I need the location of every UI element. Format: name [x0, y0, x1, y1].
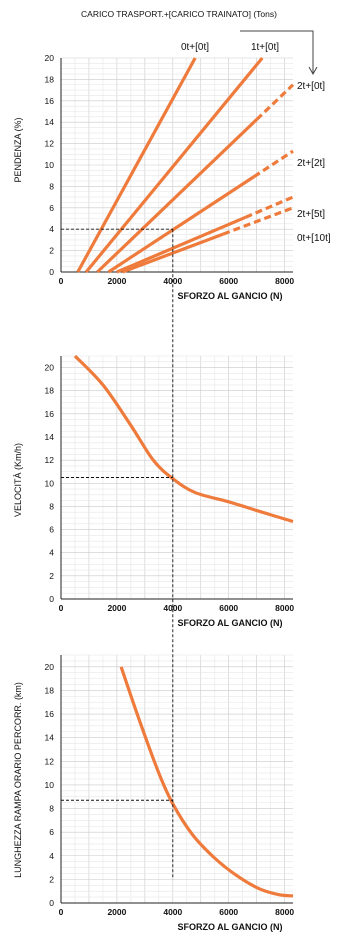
series-line-dashed [244, 195, 294, 219]
y-tick-label: 8 [49, 501, 54, 511]
y-tick-label: 10 [45, 478, 55, 488]
y-tick-label: 4 [49, 851, 54, 861]
y-axis-title: PENDENZA (%) [13, 117, 23, 182]
y-tick-label: 18 [45, 685, 55, 695]
grid [60, 654, 293, 904]
grid [60, 355, 293, 600]
y-tick-label: 14 [45, 117, 55, 127]
y-tick-label: 8 [49, 804, 54, 814]
y-tick-label: 2 [49, 246, 54, 256]
x-tick-label: 2000 [107, 603, 126, 613]
series-line [76, 57, 197, 273]
y-tick-label: 0 [49, 594, 54, 604]
series-label: 2t+[2t] [297, 158, 325, 169]
y-tick-label: 2 [49, 571, 54, 581]
y-axis-title: VELOCITÀ (Km/h) [13, 443, 23, 517]
series-line-dashed [222, 206, 294, 236]
series-line-solid [116, 215, 247, 274]
series-line-solid [107, 175, 255, 274]
series-label: 0t+[10t] [297, 233, 331, 244]
series-group [73, 354, 294, 524]
y-tick-label: 18 [45, 386, 55, 396]
x-tick-label: 4000 [163, 603, 182, 613]
y-tick-label: 16 [45, 96, 55, 106]
y-tick-label: 8 [49, 181, 54, 191]
x-tick-label: 0 [59, 276, 64, 286]
series-line-solid [121, 232, 224, 274]
x-tick-label: 4000 [163, 907, 182, 917]
y-tick-label: 0 [49, 898, 54, 908]
y-tick-label: 2 [49, 874, 54, 884]
y-tick-label: 10 [45, 780, 55, 790]
x-tick-label: 0 [59, 907, 64, 917]
x-tick-label: 2000 [107, 907, 126, 917]
series-label: 2t+[0t] [297, 81, 325, 92]
y-tick-label: 6 [49, 203, 54, 213]
series-label: 2t+[5t] [297, 209, 325, 220]
y-tick-label: 12 [45, 756, 55, 766]
x-tick-label: 6000 [219, 907, 238, 917]
x-tick-label: 8000 [275, 276, 294, 286]
chart-panel-velocita: 0 2 4 6 8 10 12 14 16 18 20 0 2000 4000 6000 8000 SFORZO… [13, 354, 294, 628]
y-tick-label: 16 [45, 709, 55, 719]
series-label: 0t+[0t] [181, 42, 209, 53]
y-tick-label: 20 [45, 662, 55, 672]
legend-title: CARICO TRASPORT.+[CARICO TRAINATO] (Tons… [81, 9, 277, 19]
y-tick-label: 12 [45, 139, 55, 149]
x-tick-label: 0 [59, 603, 64, 613]
legend-arrow [240, 30, 318, 76]
chart-panel-lunghezza-rampa: 0 2 4 6 8 10 12 14 16 18 20 0 2000 4000 6000 8000 SFORZO… [13, 654, 294, 932]
x-tick-label: 6000 [219, 276, 238, 286]
y-tick-label: 4 [49, 224, 54, 234]
y-tick-label: 6 [49, 525, 54, 535]
y-tick-label: 4 [49, 548, 54, 558]
series-label: 1t+[0t] [251, 42, 279, 53]
x-tick-label: 6000 [219, 603, 238, 613]
series-group [119, 666, 294, 898]
series-line-dashed [255, 83, 295, 121]
x-tick-label: 2000 [107, 276, 126, 286]
x-tick-label: 8000 [275, 603, 294, 613]
y-tick-label: 20 [45, 363, 55, 373]
x-axis-title: SFORZO AL GANCIO (N) [178, 291, 283, 301]
y-tick-label: 16 [45, 409, 55, 419]
series-line-solid [96, 118, 258, 274]
series-curve [73, 354, 294, 524]
x-axis-title: SFORZO AL GANCIO (N) [178, 618, 283, 628]
y-tick-label: 10 [45, 160, 55, 170]
y-tick-label: 14 [45, 733, 55, 743]
series-group [76, 56, 295, 274]
y-tick-label: 14 [45, 432, 55, 442]
y-tick-label: 12 [45, 455, 55, 465]
x-axis-title: SFORZO AL GANCIO (N) [178, 922, 283, 932]
y-tick-label: 0 [49, 267, 54, 277]
series-curve [119, 666, 294, 898]
y-axis-title: LUNGHEZZA RAMPA ORARIO PERCORR. (km) [13, 682, 23, 878]
series-line-dashed [252, 149, 294, 179]
y-tick-label: 6 [49, 827, 54, 837]
series-line [84, 56, 264, 274]
y-tick-label: 20 [45, 53, 55, 63]
y-tick-label: 18 [45, 74, 55, 84]
x-tick-label: 8000 [275, 907, 294, 917]
